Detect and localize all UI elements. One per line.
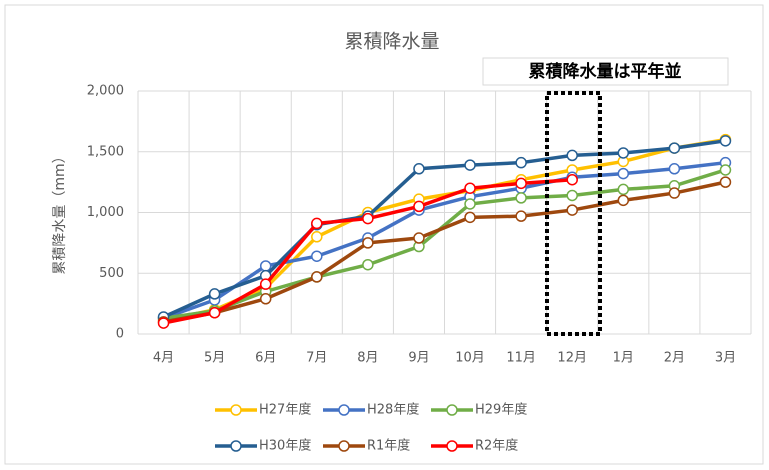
legend-marker [338, 440, 350, 452]
y-tick-label: 1,000 [87, 205, 124, 220]
data-point [157, 317, 170, 329]
legend-label: R1年度 [367, 438, 410, 454]
data-point [566, 149, 578, 162]
data-point [617, 147, 630, 159]
data-point [617, 183, 630, 196]
data-point [464, 182, 476, 194]
x-tick-label: 5月 [204, 351, 225, 366]
x-tick-label: 11月 [506, 351, 536, 366]
legend-marker [230, 404, 242, 416]
data-point [668, 163, 681, 175]
data-point [311, 231, 323, 243]
x-tick-label: 2月 [664, 351, 685, 366]
data-point [719, 176, 732, 188]
x-tick-label: 9月 [408, 351, 429, 366]
data-point [668, 187, 681, 199]
data-point [566, 204, 578, 216]
data-point [413, 163, 425, 175]
data-point [566, 173, 578, 186]
y-tick-label: 1,500 [87, 144, 124, 159]
legend-label: H28年度 [367, 402, 419, 418]
data-point [719, 164, 732, 176]
data-point [515, 177, 527, 190]
annotation: 累積降水量は平年並 [529, 61, 682, 82]
series-line [163, 180, 726, 324]
data-point [362, 212, 374, 225]
series-line [162, 139, 726, 319]
legend-label: H29年度 [475, 402, 527, 418]
annotation-box [482, 57, 729, 86]
y-tick-label: 0 [116, 327, 124, 342]
data-point [566, 189, 578, 202]
data-point [515, 210, 527, 222]
x-tick-label: 12月 [557, 351, 587, 366]
y-axis-label: 累積降水量（mm） [52, 149, 68, 274]
data-point [464, 159, 476, 171]
y-tick-label: 500 [99, 266, 124, 281]
legend-label: H27年度 [259, 402, 311, 418]
data-point [362, 258, 374, 271]
data-point [719, 135, 732, 147]
x-tick-label: 7月 [306, 351, 327, 366]
x-tick-label: 6月 [255, 351, 276, 366]
x-tick-label: 1月 [613, 351, 634, 366]
series-line [163, 168, 726, 320]
x-tick-label: 10月 [455, 351, 485, 366]
data-point [617, 194, 630, 207]
y-tick-label: 2,000 [87, 84, 124, 99]
data-point [259, 293, 272, 305]
x-tick-label: 8月 [357, 351, 378, 366]
data-point [259, 278, 272, 290]
data-point [362, 237, 374, 249]
data-point [259, 260, 272, 272]
series-line [163, 137, 726, 323]
data-point [413, 232, 425, 244]
data-point [311, 217, 323, 230]
data-point [413, 200, 425, 213]
data-point [464, 211, 476, 224]
data-point [311, 271, 323, 283]
legend-marker [230, 440, 242, 452]
data-point [208, 306, 221, 319]
legend-marker [338, 404, 350, 416]
series-line [162, 160, 726, 320]
chart-title: 累積降水量 [344, 31, 439, 53]
legend-marker [446, 404, 458, 416]
data-point [515, 192, 527, 204]
legend-marker [446, 440, 458, 452]
data-point [668, 142, 681, 154]
legend-label: R2年度 [475, 438, 518, 454]
x-tick-label: 4月 [153, 351, 174, 366]
data-point [464, 198, 476, 210]
data-point [208, 288, 221, 300]
x-tick-label: 3月 [715, 351, 736, 366]
legend-label: H30年度 [259, 438, 311, 454]
data-point [515, 156, 527, 169]
data-point [617, 167, 630, 180]
data-point [311, 250, 323, 262]
